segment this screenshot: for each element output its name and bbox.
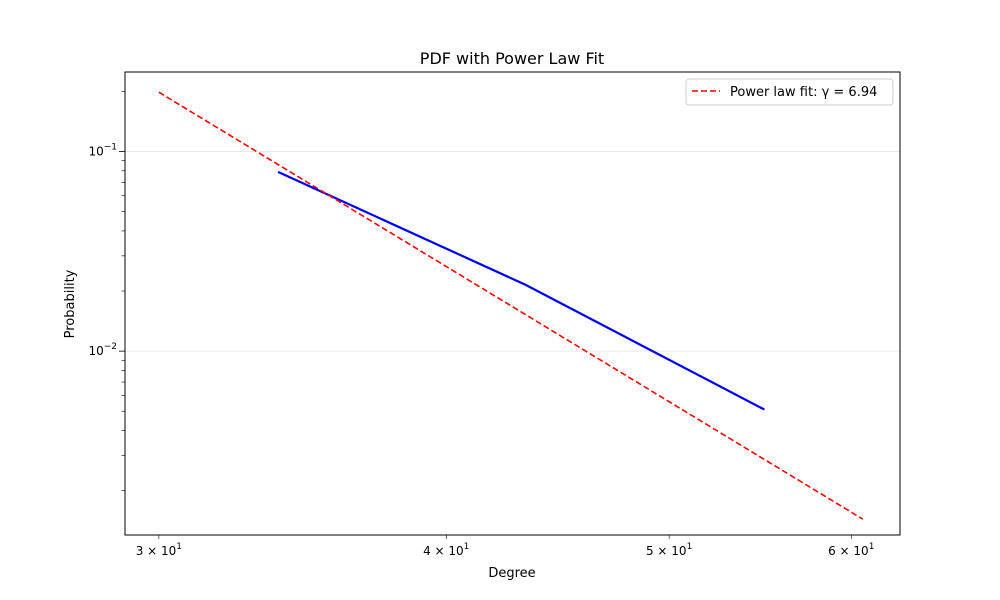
x-axis-label: Degree bbox=[488, 566, 535, 581]
x-tick-label: 6 × 101 bbox=[828, 542, 874, 558]
x-tick-label: 5 × 101 bbox=[646, 542, 692, 558]
legend-box bbox=[685, 78, 894, 106]
grid bbox=[125, 151, 900, 352]
legend: Power law fit: γ = 6.94 bbox=[685, 78, 894, 106]
legend-entry-label: Power law fit: γ = 6.94 bbox=[730, 85, 877, 100]
chart-title: PDF with Power Law Fit bbox=[420, 49, 604, 68]
x-tick-label: 3 × 101 bbox=[136, 542, 182, 558]
power-law-fit-line bbox=[158, 91, 864, 520]
plot-area-frame bbox=[124, 71, 901, 536]
ticks: 10−1 10−2 3 × 101 4 × 101 5 × 101 6 × 101 bbox=[88, 91, 874, 558]
y-axis-label: Probability bbox=[63, 269, 78, 338]
x-tick-label: 4 × 101 bbox=[423, 542, 469, 558]
series-layer bbox=[158, 91, 864, 520]
pdf-data-line bbox=[277, 170, 765, 411]
y-tick-label: 10−1 bbox=[88, 142, 117, 158]
y-tick-label: 10−2 bbox=[88, 342, 117, 358]
